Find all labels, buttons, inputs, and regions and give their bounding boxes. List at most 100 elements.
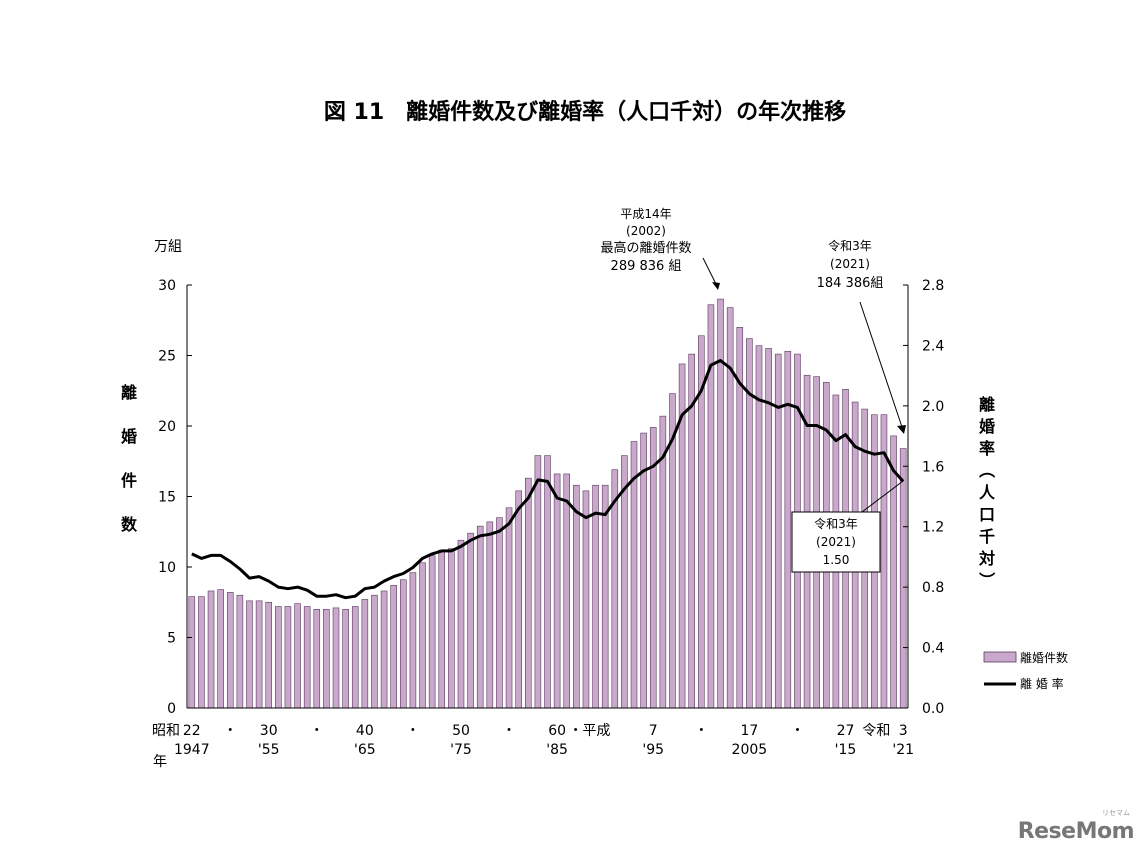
bar-1990 — [601, 484, 609, 709]
x-tick-top: 7 — [649, 723, 658, 739]
left-tick-label: 5 — [167, 631, 176, 647]
bar-2020 — [890, 435, 897, 709]
left-axis-label: 離婚件数 — [121, 383, 138, 534]
right-axis-char: 人 — [979, 483, 996, 502]
chart-title: 図 11 離婚件数及び離婚率（人口千対）の年次推移 — [324, 99, 846, 125]
legend: 離婚件数 離 婚 率 — [983, 650, 1068, 691]
peak-annotation: 平成14年 (2002) 最高の離婚件数 289 836 組 — [600, 207, 720, 290]
bar-1969 — [400, 579, 407, 709]
left-unit-label: 万組 — [154, 239, 182, 255]
era-showa: 昭和 — [152, 723, 180, 739]
right-axis-char: 対 — [978, 549, 995, 568]
bar-1972 — [428, 555, 436, 709]
rate-callout-box — [791, 511, 881, 573]
bar-1986 — [563, 473, 571, 709]
left-tick-label: 20 — [158, 419, 176, 435]
x-tick-bottom: '75 — [450, 742, 472, 758]
bar-1953 — [246, 600, 253, 709]
peak-year: (2002) — [626, 224, 666, 238]
x-tick-bottom: '85 — [546, 742, 568, 758]
bar-1958 — [294, 603, 301, 709]
watermark-sub: リセマム — [1102, 809, 1130, 817]
left-axis-char: 離 — [121, 383, 137, 402]
bar-1959 — [303, 606, 311, 709]
bar-1961 — [323, 608, 330, 709]
bar-1989 — [592, 484, 599, 709]
right-tick-label: 2.0 — [922, 399, 944, 415]
era-heisei: ・平成 — [569, 723, 611, 739]
bar-1950 — [217, 589, 224, 709]
bar-1973 — [438, 549, 446, 709]
plot-area — [188, 298, 907, 709]
x-tick-top: ・ — [406, 723, 420, 739]
latest-annotation: 令和3年 (2021) 184 386組 — [817, 238, 906, 434]
bar-1962 — [332, 607, 340, 709]
legend-line-label: 離 婚 率 — [1020, 676, 1064, 691]
x-tick-top: 30 — [260, 723, 278, 739]
left-axis-char: 件 — [121, 471, 137, 490]
latest-arrow — [859, 301, 904, 431]
latest-arrowhead — [897, 425, 906, 434]
peak-era: 平成14年 — [620, 207, 671, 221]
watermark-logo: ReseMom — [1017, 819, 1135, 844]
right-axis-char: 率 — [979, 439, 995, 458]
bar-1970 — [409, 572, 417, 709]
bar-1967 — [380, 590, 388, 709]
right-tick-label: 1.6 — [922, 459, 944, 475]
x-tick-top: ・ — [502, 723, 516, 739]
bar-1951 — [226, 592, 234, 709]
bar-1978 — [486, 521, 494, 709]
x-tick-top: 3 — [899, 723, 908, 739]
latest-era: 令和3年 — [828, 238, 872, 253]
bar-1981 — [515, 490, 522, 709]
x-tick-bottom: '15 — [835, 742, 857, 758]
x-tick-bottom: '65 — [354, 742, 376, 758]
x-tick-top: 50 — [452, 723, 470, 739]
right-tick-label: 0.0 — [922, 701, 944, 717]
rate-annotation: 令和3年 (2021) 1.50 — [791, 480, 904, 573]
latest-count: 184 386組 — [817, 276, 884, 291]
bar-1947 — [188, 596, 196, 709]
right-axis-char: 婚 — [979, 417, 995, 436]
x-tick-bottom: '21 — [892, 742, 914, 758]
rate-year: (2021) — [816, 535, 856, 549]
right-tick-label: 0.8 — [922, 580, 944, 596]
right-axis-char: （ — [977, 462, 996, 478]
bar-1995 — [649, 427, 657, 709]
peak-text1: 最高の離婚件数 — [600, 240, 691, 256]
x-tick-bottom: 1947 — [174, 742, 210, 758]
left-tick-label: 25 — [158, 349, 176, 365]
axis-ticks: 0 5 10 15 20 25 30 0.0 0.4 0.8 1.2 1.6 2.0 2.4 2.8 22 ・ 3… — [152, 278, 944, 770]
bar-1968 — [390, 585, 397, 709]
x-tick-top: 60 — [548, 723, 566, 739]
x-tick-bottom: '95 — [642, 742, 664, 758]
bar-1987 — [573, 484, 580, 709]
bar-1955 — [265, 601, 272, 709]
bar-1957 — [284, 606, 292, 709]
latest-year: (2021) — [830, 257, 870, 271]
x-tick-bottom: '55 — [258, 742, 280, 758]
bar-2021 — [899, 448, 907, 709]
right-axis-char: ） — [977, 572, 996, 588]
x-tick-top: ・ — [694, 723, 708, 739]
left-tick-label: 30 — [158, 278, 176, 294]
bar-1988 — [582, 490, 590, 709]
x-tick-top: 27 — [837, 723, 855, 739]
bar-1982 — [524, 477, 532, 709]
right-tick-label: 0.4 — [922, 641, 944, 657]
era-year-char: 年 — [153, 754, 167, 770]
x-tick-bottom: 2005 — [732, 742, 768, 758]
bar-1964 — [351, 606, 359, 709]
bar-1952 — [236, 594, 244, 709]
right-tick-label: 2.8 — [922, 278, 944, 294]
bar-1960 — [313, 608, 321, 709]
bar-1954 — [255, 600, 263, 709]
x-tick-top: 22 — [183, 723, 201, 739]
bar-1974 — [448, 548, 455, 709]
x-tick-top: 17 — [740, 723, 758, 739]
bar-1956 — [275, 606, 282, 709]
bar-1979 — [496, 517, 503, 709]
right-tick-label: 1.2 — [922, 520, 944, 536]
rate-pointer — [861, 480, 904, 513]
bar-1948 — [198, 596, 205, 709]
